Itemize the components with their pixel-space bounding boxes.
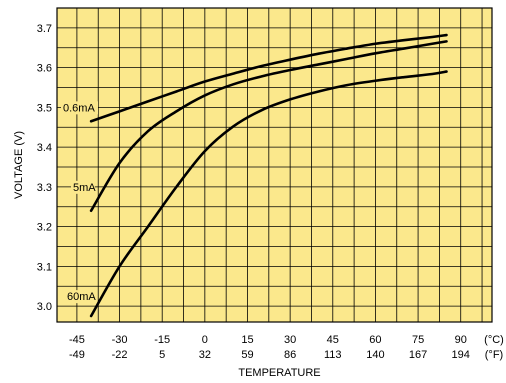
data-series: 0.6mA 5mA 60mA	[61, 33, 448, 318]
series-label-bg-0-6ma	[61, 101, 98, 115]
x-unit-fahrenheit: (°F)	[485, 349, 503, 361]
x-tick-label-celsius: 30	[284, 334, 296, 346]
x-tick-label-celsius: -15	[154, 334, 170, 346]
x-tick-label-fahrenheit: -22	[112, 349, 128, 361]
x-tick-label-celsius: 60	[369, 334, 381, 346]
x-axis-title: TEMPERATURE	[238, 367, 320, 379]
tick-labels: 3.0 3.1 3.2 3.3 3.4 3.5 3.6 3.7 -45 -49 -30 -22 -15 5…	[37, 23, 470, 361]
y-tick-label: 3.4	[37, 142, 52, 154]
x-tick-label-fahrenheit: 86	[284, 349, 296, 361]
x-tick-label-celsius: -30	[112, 334, 128, 346]
series-label-0-6ma: 0.6mA	[63, 102, 95, 114]
x-tick-label-celsius: 90	[455, 334, 467, 346]
x-tick-label-celsius: -45	[69, 334, 85, 346]
series-line-60ma	[89, 70, 448, 318]
x-tick-label-celsius: 15	[241, 334, 253, 346]
y-tick-label: 3.1	[37, 261, 52, 273]
series-line-0-6ma	[89, 33, 448, 123]
series-label-60ma: 60mA	[67, 291, 96, 303]
y-axis-title: VOLTAGE (V)	[13, 131, 25, 199]
x-tick-label-celsius: 75	[412, 334, 424, 346]
plot-frame	[56, 7, 493, 323]
x-tick-label-fahrenheit: 113	[324, 349, 342, 361]
x-tick-label-fahrenheit: 194	[452, 349, 470, 361]
series-label-5ma: 5mA	[73, 182, 96, 194]
x-tick-label-fahrenheit: 167	[409, 349, 427, 361]
x-tick-label-fahrenheit: -49	[69, 349, 85, 361]
y-tick-label: 3.2	[37, 222, 52, 234]
series-label-bg-60ma	[65, 290, 96, 304]
y-tick-label: 3.0	[37, 301, 52, 313]
x-tick-label-fahrenheit: 140	[366, 349, 384, 361]
x-unit-celsius: (°C)	[484, 334, 504, 346]
x-tick-label-fahrenheit: 32	[199, 349, 211, 361]
series-label-bg-5ma	[71, 180, 95, 194]
series-line-5ma	[89, 40, 448, 213]
x-tick-label-celsius: 0	[202, 334, 208, 346]
y-tick-label: 3.6	[37, 63, 52, 75]
y-tick-label: 3.5	[37, 102, 52, 114]
x-tick-label-fahrenheit: 5	[159, 349, 165, 361]
gridlines	[57, 7, 492, 322]
x-tick-label-celsius: 45	[327, 334, 339, 346]
y-tick-label: 3.7	[37, 23, 52, 35]
x-tick-label-fahrenheit: 59	[241, 349, 253, 361]
y-tick-label: 3.3	[37, 182, 52, 194]
plot-area	[57, 8, 492, 322]
